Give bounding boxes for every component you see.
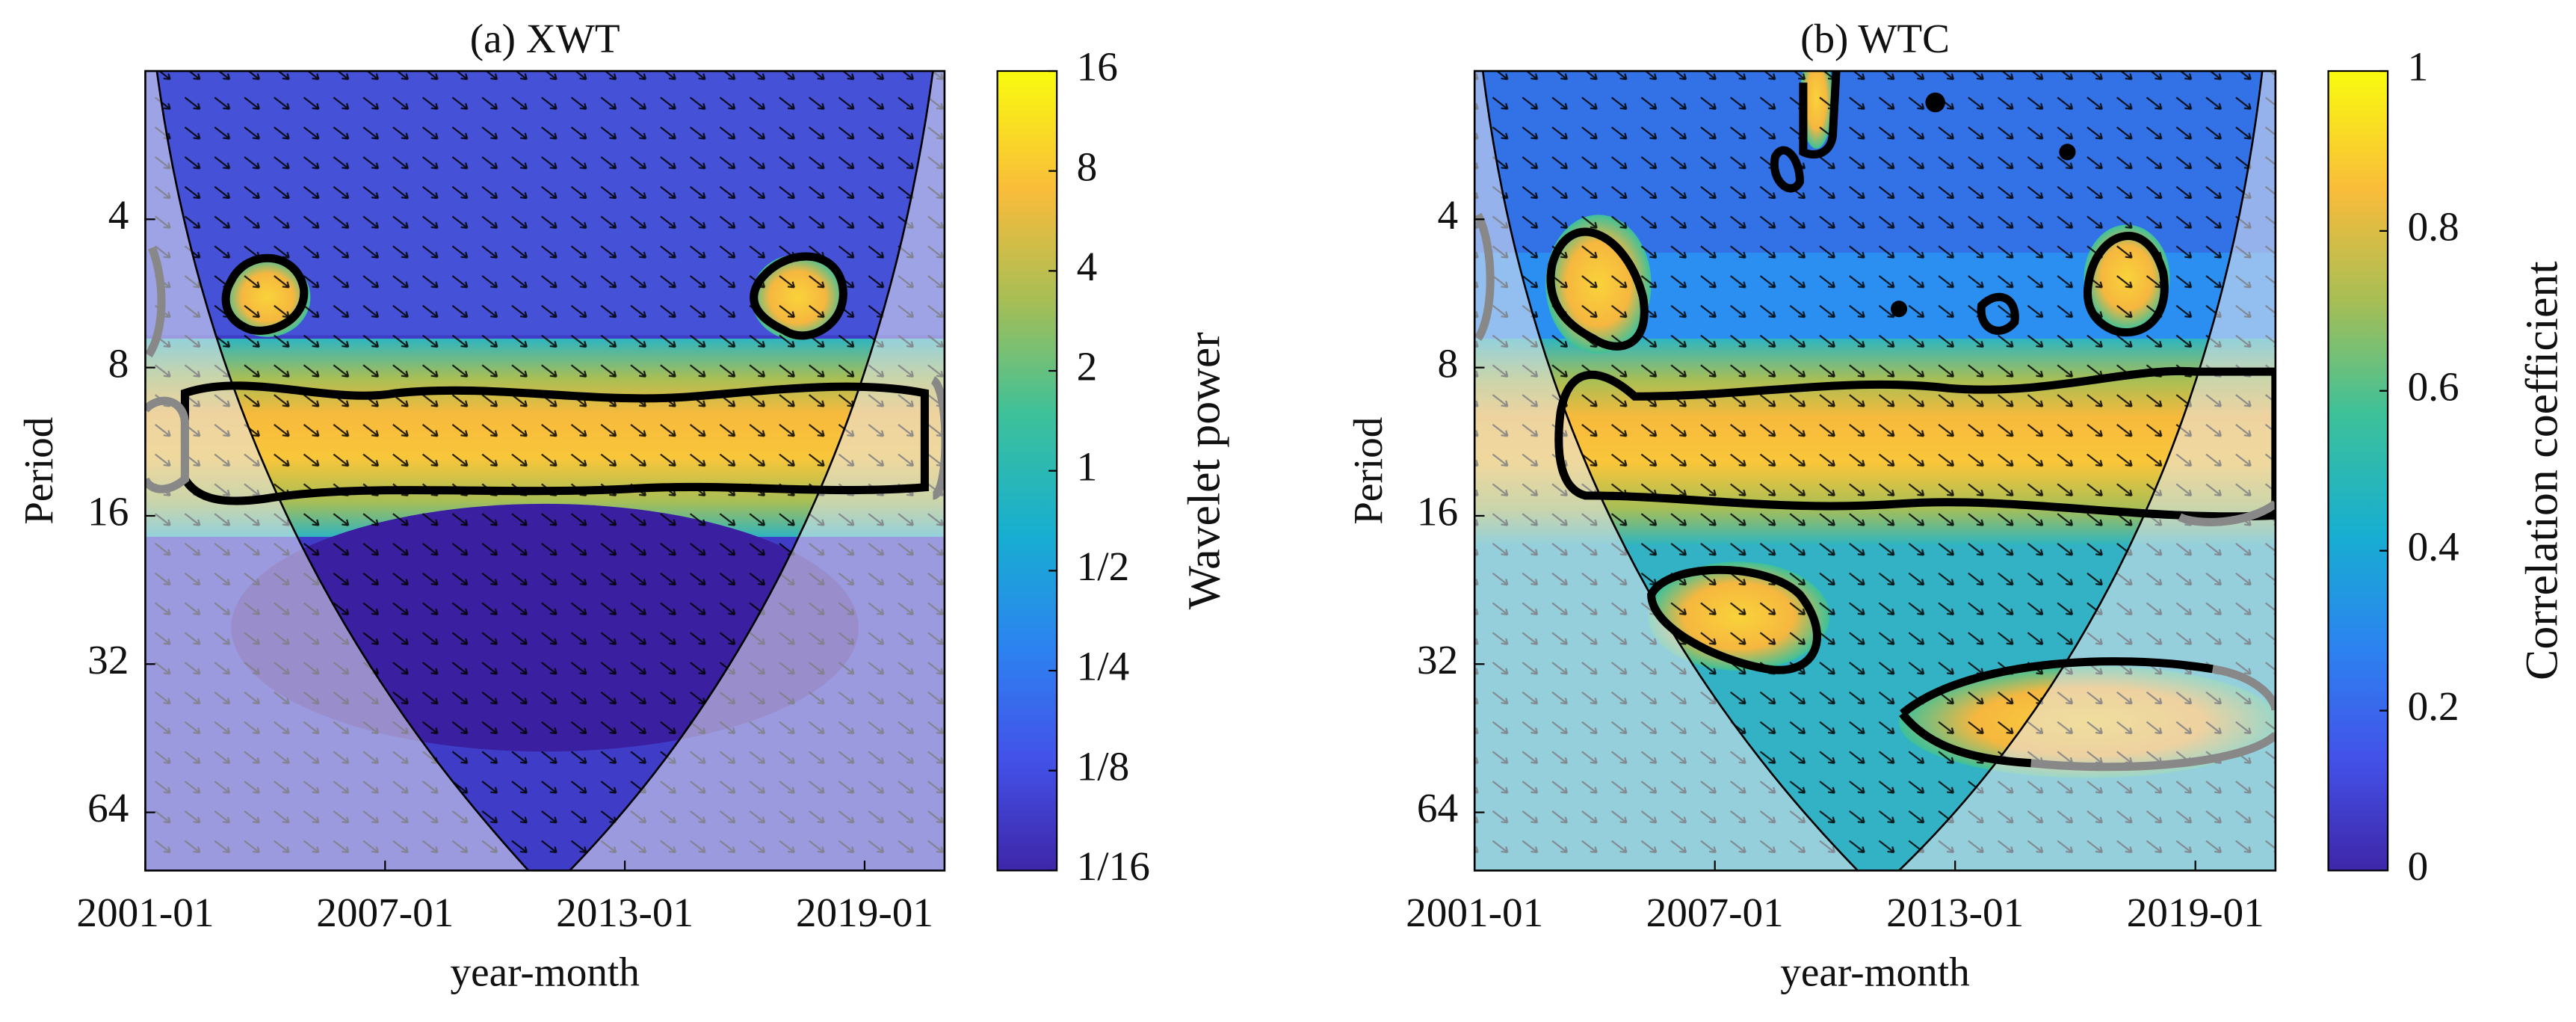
colorbar-tick-label: 1/4: [1077, 644, 1130, 689]
colorbar-tick-label: 0.2: [2408, 683, 2459, 729]
x-tick-label: 2001-01: [1406, 890, 1543, 935]
x-tick-label: 2019-01: [2127, 890, 2264, 935]
x-axis-label: year-month: [1780, 949, 1969, 994]
colorbar-tick-label: 16: [1077, 44, 1118, 90]
colorbar-tick-label: 0.8: [2408, 204, 2459, 250]
colorbar-tick-label: 1/2: [1077, 544, 1130, 589]
x-tick-label: 2013-01: [1886, 890, 2024, 935]
y-axis-label: Period: [16, 417, 61, 525]
y-tick-label: 64: [1417, 785, 1458, 831]
chart-title: (a) XWT: [470, 16, 620, 61]
colorbar-tick-label: 0.4: [2408, 523, 2459, 569]
colorbar-tick-label: 0.6: [2408, 363, 2459, 409]
y-tick-label: 32: [1417, 637, 1458, 683]
x-tick-label: 2007-01: [316, 890, 454, 935]
plot-frame: [1473, 70, 2277, 872]
y-tick-label: 32: [87, 637, 129, 683]
x-tick-label: 2013-01: [556, 890, 694, 935]
x-tick-label: 2001-01: [76, 890, 214, 935]
y-tick-label: 8: [1437, 340, 1458, 386]
y-tick-label: 8: [108, 340, 129, 386]
colorbar-tick-label: 1: [1077, 443, 1098, 489]
y-axis-label: Period: [1345, 417, 1391, 525]
plot-frame: [144, 70, 946, 872]
wtc-field: [1474, 71, 2276, 871]
colorbar: [996, 70, 1058, 872]
y-tick-label: 64: [87, 785, 129, 831]
chart-title: (b) WTC: [1800, 16, 1950, 61]
colorbar-tick-label: 8: [1077, 144, 1098, 189]
colorbar-label: Wavelet power: [1179, 332, 1230, 610]
colorbar-tick-label: 0: [2408, 843, 2429, 889]
colorbar-tick-label: 2: [1077, 344, 1098, 390]
x-tick-label: 2019-01: [796, 890, 933, 935]
colorbar-tick-label: 4: [1077, 244, 1098, 289]
xwt-field: [145, 71, 945, 871]
x-axis-label: year-month: [450, 949, 639, 994]
colorbar: [2327, 70, 2389, 872]
y-tick-label: 16: [1417, 489, 1458, 535]
y-tick-label: 16: [87, 489, 129, 535]
y-tick-label: 4: [1437, 192, 1458, 238]
colorbar-tick-label: 1/16: [1077, 843, 1150, 889]
y-tick-label: 4: [108, 192, 129, 238]
colorbar-tick-label: 1: [2408, 44, 2429, 90]
x-tick-label: 2007-01: [1646, 890, 1784, 935]
colorbar-label: Correlation coefficient: [2516, 261, 2567, 680]
colorbar-tick-label: 1/8: [1077, 743, 1130, 789]
